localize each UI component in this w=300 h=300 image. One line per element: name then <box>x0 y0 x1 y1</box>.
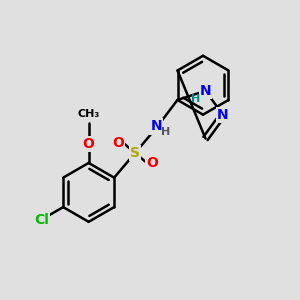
Text: H: H <box>161 127 170 137</box>
Text: CH₃: CH₃ <box>77 110 100 119</box>
Text: O: O <box>83 137 94 151</box>
Text: O: O <box>146 156 158 170</box>
Text: Cl: Cl <box>34 213 49 227</box>
Text: N: N <box>151 119 162 134</box>
Text: H: H <box>190 94 200 104</box>
Text: O: O <box>112 136 124 150</box>
Text: N: N <box>217 108 229 122</box>
Text: S: S <box>130 146 140 160</box>
Text: N: N <box>200 84 211 98</box>
